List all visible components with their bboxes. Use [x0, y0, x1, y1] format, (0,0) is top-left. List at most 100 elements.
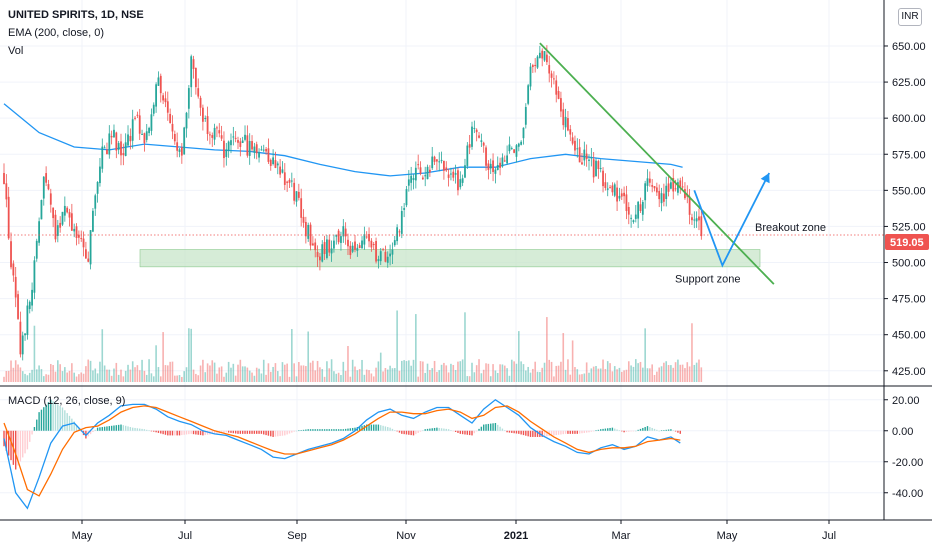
volume-bar — [422, 361, 424, 382]
macd-histogram-bar — [401, 430, 403, 434]
volume-bar — [71, 363, 73, 382]
macd-histogram-bar — [623, 430, 625, 433]
candle-body — [457, 170, 459, 191]
macd-histogram-bar — [506, 430, 508, 433]
volume-bar — [35, 369, 38, 382]
candle-body — [333, 240, 335, 249]
volume-bar — [218, 367, 221, 382]
time-tick-label: Mar — [612, 530, 631, 542]
candle-body — [433, 156, 436, 162]
price-tick-label: 450.00 — [892, 330, 926, 342]
macd-histogram-bar — [632, 430, 635, 432]
macd-histogram-bar — [660, 430, 663, 432]
macd-histogram-bar — [136, 428, 139, 431]
volume-bar — [223, 376, 225, 382]
macd-histogram-bar — [501, 428, 504, 431]
volume-bar — [82, 373, 85, 382]
macd-histogram-bar — [637, 429, 639, 431]
candle-body — [581, 162, 583, 165]
candle-body — [426, 166, 429, 180]
volume-bar — [241, 366, 244, 382]
volume-bar — [28, 372, 31, 382]
macd-legend[interactable]: MACD (12, 26, close, 9) — [8, 395, 126, 407]
volume-bar — [368, 370, 370, 382]
candle-body — [344, 228, 347, 237]
macd-histogram-bar — [433, 427, 436, 431]
volume-bar — [183, 371, 185, 382]
volume-bar — [57, 360, 59, 382]
volume-bar — [213, 362, 216, 382]
macd-histogram-bar — [31, 430, 33, 435]
macd-histogram-bar — [153, 430, 155, 432]
time-tick-label: Nov — [396, 530, 416, 542]
candle-body — [328, 239, 331, 253]
volume-bar — [609, 363, 611, 382]
macd-histogram-bar — [443, 428, 445, 431]
candle-body — [391, 249, 394, 255]
candle-body — [651, 185, 654, 187]
candle-body — [7, 196, 10, 239]
candle-body — [606, 188, 609, 190]
volume-bar — [92, 370, 94, 382]
macd-histogram-bar — [291, 430, 293, 433]
volume-bar — [403, 360, 405, 382]
candle-body — [632, 220, 635, 222]
currency-button[interactable]: INR — [898, 8, 922, 26]
macd-histogram-bar — [478, 428, 480, 431]
macd-histogram-bar — [89, 430, 92, 435]
volume-bar — [674, 362, 677, 382]
candle-body — [103, 147, 106, 149]
candle-body — [356, 247, 359, 251]
macd-histogram-bar — [157, 430, 160, 433]
macd-histogram-bar — [92, 430, 94, 432]
volume-bar — [115, 362, 118, 382]
candle-body — [590, 157, 593, 159]
volume-bar — [272, 366, 274, 382]
candle-body — [599, 168, 602, 170]
volume-bar — [382, 371, 384, 382]
candle-body — [73, 228, 76, 232]
candle-body — [68, 212, 71, 218]
volume-bar — [571, 340, 574, 382]
macd-histogram-bar — [557, 430, 560, 435]
candle-body — [246, 135, 249, 156]
candle-body — [85, 249, 87, 259]
volume-bar — [113, 368, 115, 382]
candle-body — [595, 160, 597, 177]
macd-histogram-bar — [328, 429, 330, 431]
volume-bar — [246, 367, 249, 382]
candle-body — [94, 195, 97, 209]
macd-histogram-bar — [286, 430, 288, 435]
volume-bars — [3, 310, 703, 382]
macd-histogram-bar — [398, 430, 401, 433]
volume-legend[interactable]: Vol — [8, 45, 24, 57]
candle-body — [515, 145, 518, 157]
candle-body — [644, 183, 647, 201]
volume-bar — [192, 369, 195, 382]
volume-bar — [597, 368, 600, 382]
macd-histogram-bar — [653, 428, 656, 431]
ema-legend[interactable]: EMA (200, close, 0) — [8, 27, 104, 39]
candle-body — [70, 213, 73, 231]
ema-200-line — [3, 103, 683, 177]
candle-body — [548, 65, 551, 74]
projection-path[interactable] — [693, 172, 771, 268]
candle-body — [159, 75, 162, 94]
candle-body — [695, 218, 698, 222]
candle-body — [141, 133, 143, 135]
breakout-zone-label[interactable]: Breakout zone — [755, 222, 826, 234]
resistance-trendline[interactable] — [539, 42, 775, 285]
symbol-title[interactable]: UNITED SPIRITS, 1D, NSE — [8, 9, 144, 21]
candle-body — [583, 149, 586, 161]
candle-body — [400, 211, 403, 234]
support-zone-label[interactable]: Support zone — [675, 274, 740, 286]
macd-histogram-bar — [571, 430, 574, 434]
macd-histogram-bar — [663, 430, 665, 431]
macd-histogram-bar — [450, 430, 452, 431]
macd-histogram-bar — [256, 430, 258, 434]
volume-bar — [635, 359, 637, 382]
candle-body — [588, 159, 590, 161]
candle-body — [157, 77, 160, 86]
volume-bar — [321, 369, 324, 382]
